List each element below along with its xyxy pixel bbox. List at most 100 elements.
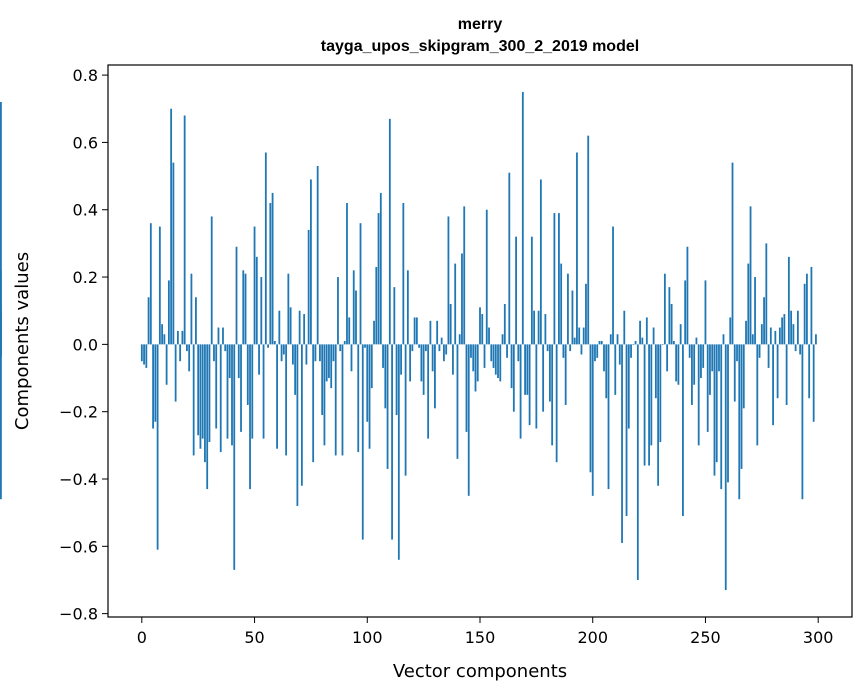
- bar: [605, 344, 608, 399]
- bar: [648, 344, 650, 466]
- bar: [271, 192, 274, 345]
- bar: [440, 337, 443, 345]
- bar: [702, 344, 705, 368]
- x-tick-label: 250: [690, 628, 721, 647]
- bar: [751, 334, 754, 345]
- bar: [706, 344, 709, 432]
- bar: [377, 213, 380, 345]
- x-axis-ticks: 0 50 100 150 200 250 300: [137, 617, 833, 647]
- bar: [269, 203, 272, 345]
- bar: [645, 317, 648, 345]
- bar: [542, 344, 545, 412]
- bar: [483, 344, 486, 368]
- bar: [657, 344, 660, 486]
- bar: [303, 314, 306, 345]
- bar: [158, 226, 161, 345]
- bar: [337, 277, 339, 345]
- bar: [718, 344, 720, 372]
- bar: [465, 344, 468, 432]
- bar: [614, 344, 617, 395]
- bar: [695, 337, 698, 345]
- bar: [208, 344, 211, 442]
- bar: [350, 344, 353, 372]
- bar: [348, 317, 351, 345]
- bar: [215, 344, 218, 429]
- bar: [643, 344, 646, 466]
- bar: [555, 344, 558, 463]
- bar: [213, 344, 215, 362]
- bar: [402, 203, 405, 345]
- bar: [217, 327, 220, 345]
- bar: [749, 206, 752, 345]
- bar: [467, 344, 470, 496]
- bar: [258, 344, 260, 375]
- bar: [551, 344, 554, 446]
- bar: [319, 344, 321, 362]
- bar: [231, 344, 233, 446]
- bar: [506, 344, 508, 358]
- bar: [400, 344, 402, 375]
- bar: [763, 297, 765, 345]
- bar: [406, 270, 409, 345]
- bar: [756, 344, 759, 446]
- bar: [476, 344, 479, 382]
- bar: [276, 344, 278, 449]
- bar: [623, 310, 626, 345]
- bar: [731, 162, 734, 345]
- bar: [515, 236, 517, 345]
- bar: [603, 344, 605, 372]
- chart-subtitle: tayga_upos_skipgram_300_2_2019 model: [321, 38, 639, 55]
- bar: [470, 344, 472, 358]
- bar: [720, 344, 723, 490]
- bar: [343, 341, 346, 345]
- y-tick-label: 0.0: [73, 335, 98, 354]
- bar: [199, 344, 202, 449]
- bar: [436, 320, 439, 345]
- x-tick-label: 200: [577, 628, 608, 647]
- bar: [767, 344, 770, 368]
- bar: [140, 344, 143, 362]
- bar: [492, 344, 495, 368]
- bar: [810, 266, 813, 345]
- bar: [370, 344, 373, 389]
- bar: [201, 344, 204, 439]
- y-tick-label: 0.4: [73, 201, 98, 220]
- bar: [621, 344, 623, 543]
- bar: [339, 344, 342, 352]
- bar: [553, 213, 556, 345]
- bar: [0, 102, 2, 345]
- bar: [273, 341, 276, 345]
- bar: [195, 297, 197, 345]
- bar: [434, 344, 436, 409]
- bar: [517, 344, 520, 362]
- bar: [461, 253, 463, 345]
- bar: [713, 344, 716, 476]
- bar: [449, 303, 452, 345]
- bar: [264, 152, 267, 345]
- bar: [616, 334, 619, 345]
- bar: [677, 344, 680, 385]
- bar: [289, 307, 292, 345]
- bar: [334, 344, 337, 456]
- bar: [578, 327, 581, 345]
- bar: [316, 165, 319, 345]
- bar: [722, 334, 725, 345]
- bar: [251, 344, 254, 439]
- bar: [176, 330, 179, 345]
- bar: [197, 344, 200, 436]
- bar: [760, 324, 763, 345]
- bar: [562, 344, 565, 358]
- bar: [700, 344, 702, 379]
- bar: [456, 344, 459, 459]
- bar: [533, 310, 536, 345]
- bar: [474, 344, 477, 392]
- bar: [452, 344, 454, 375]
- bar: [204, 344, 206, 463]
- bar: [736, 344, 738, 362]
- bar: [181, 330, 184, 345]
- bar: [300, 344, 303, 486]
- bar: [781, 317, 784, 345]
- bar: [812, 344, 815, 422]
- bar: [294, 344, 297, 395]
